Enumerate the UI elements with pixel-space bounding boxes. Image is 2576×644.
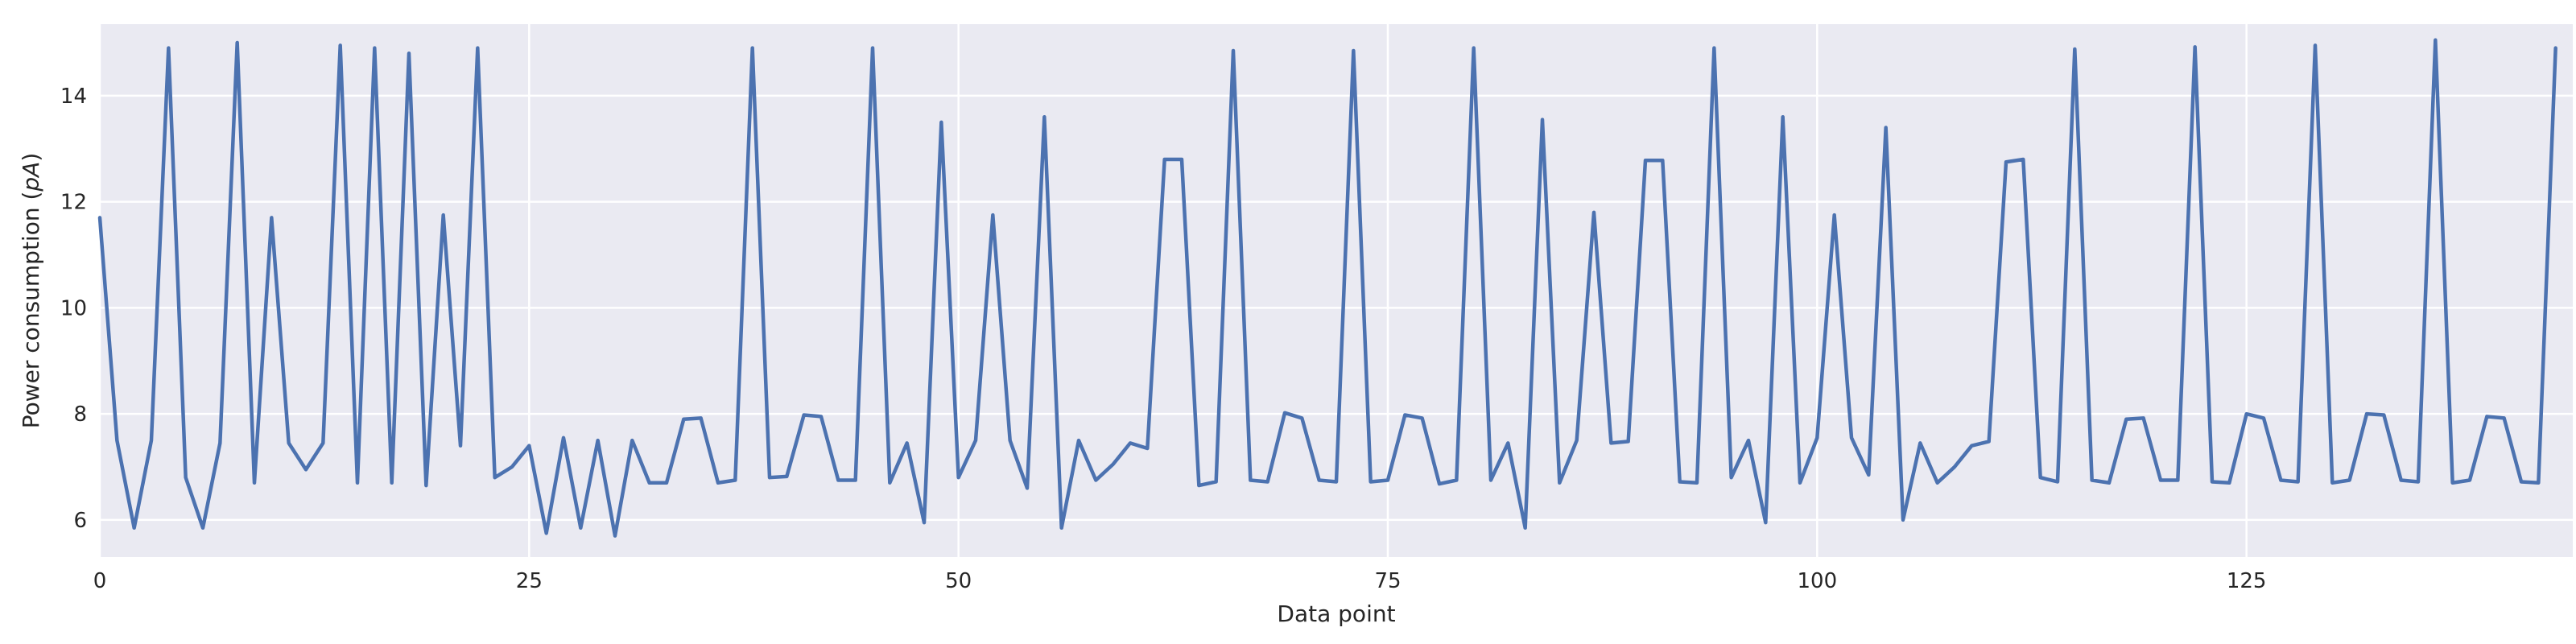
x-tick-label: 50 (945, 569, 972, 593)
y-axis-label-close: ) (18, 153, 44, 162)
y-tick-label: 10 (60, 296, 87, 320)
series-layer (97, 38, 2557, 538)
x-tick-label: 75 (1374, 569, 1401, 593)
y-tick-label: 8 (73, 402, 87, 427)
x-tick-label: 125 (2227, 569, 2267, 593)
x-tick-label: 0 (93, 569, 107, 593)
tick-labels: 0 25 50 75 100 125 6 8 10 12 14 (60, 85, 2267, 593)
x-axis-label: Data point (1277, 601, 1395, 627)
y-tick-label: 12 (60, 191, 87, 215)
y-axis-label-unit: pA (18, 162, 44, 192)
grid-lines (98, 24, 2573, 557)
x-tick-label: 100 (1798, 569, 1838, 593)
series-line (97, 38, 2557, 538)
y-axis-label-text: Power consumption ( (18, 192, 44, 429)
y-axis-label: Power consumption (pA) (18, 153, 44, 429)
y-tick-label: 14 (60, 85, 87, 109)
x-tick-label: 25 (516, 569, 543, 593)
y-tick-label: 6 (73, 509, 87, 533)
